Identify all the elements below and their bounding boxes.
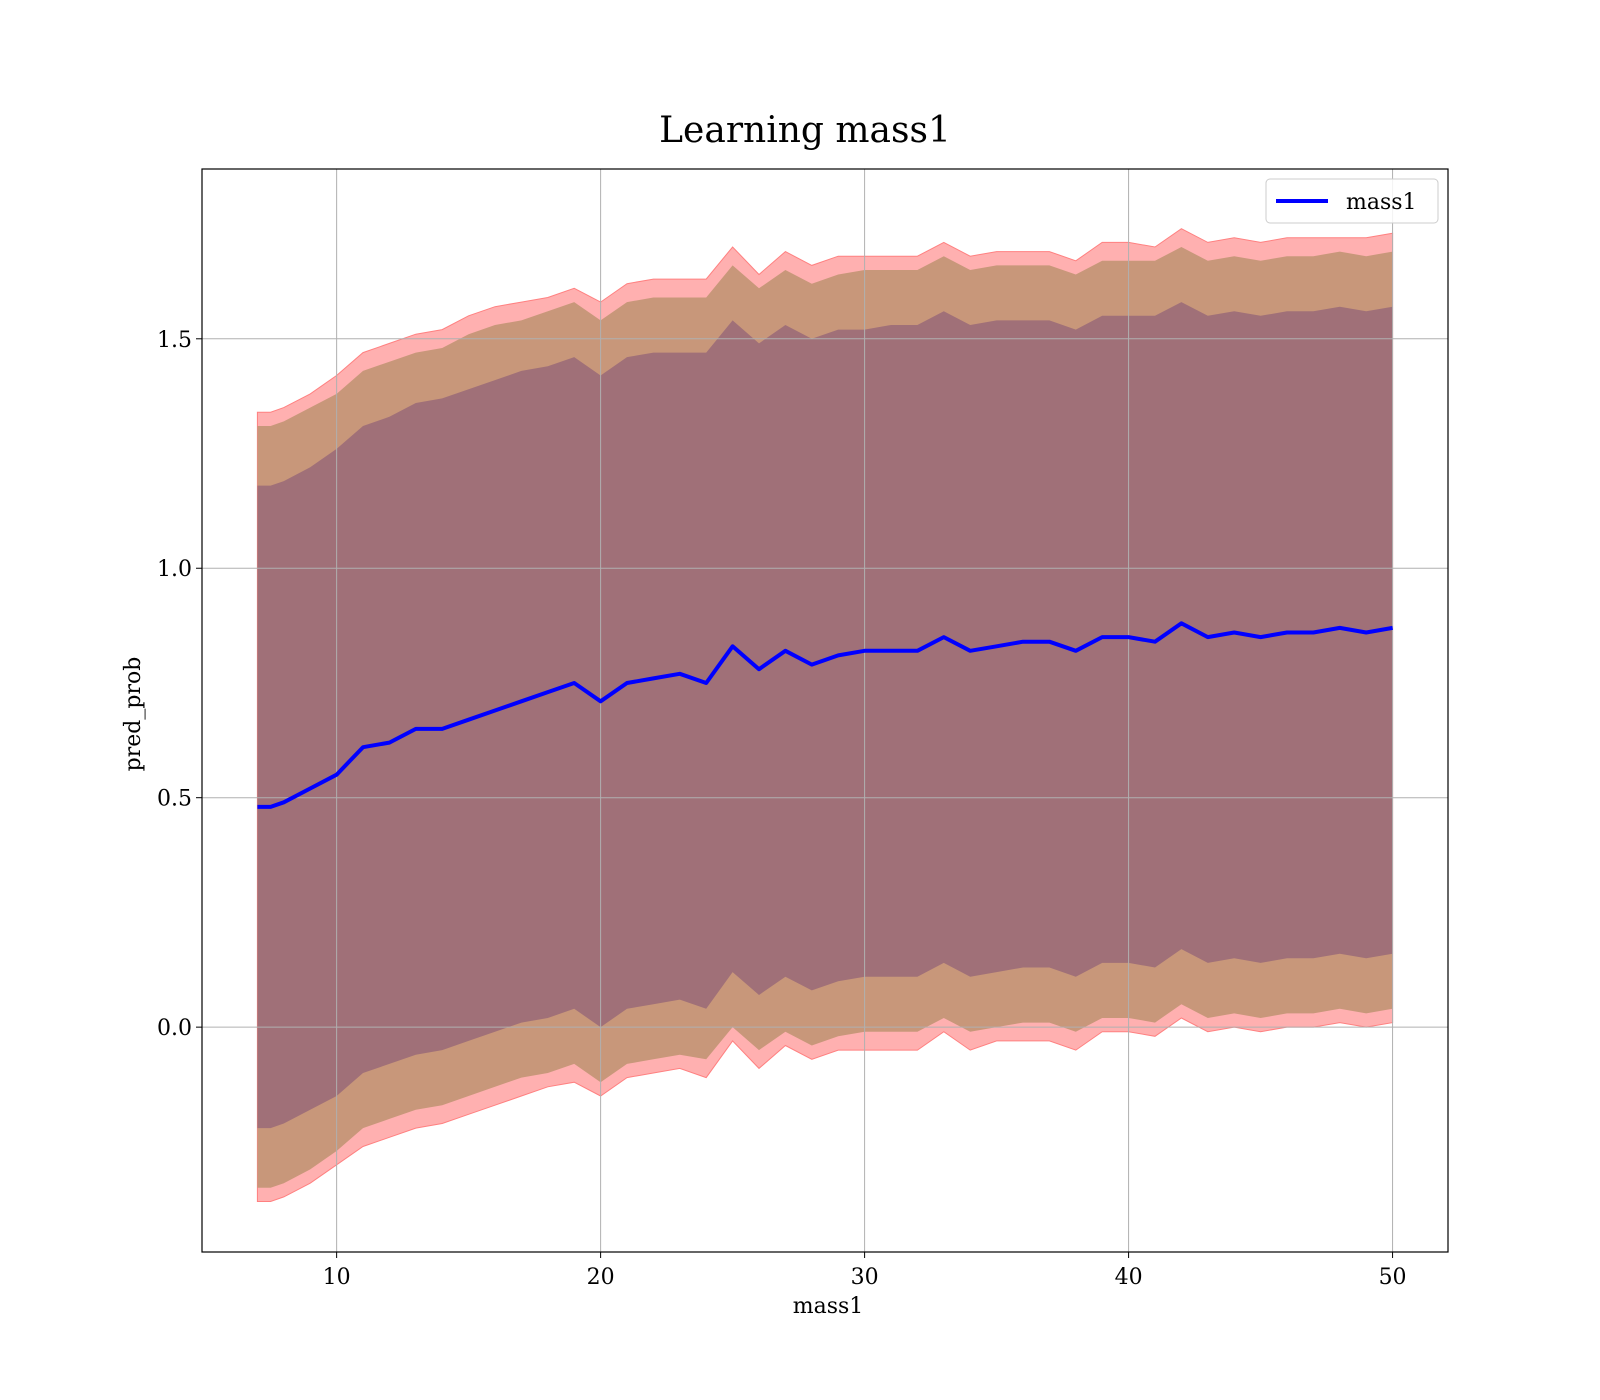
plot-frame	[201, 168, 1449, 1253]
x-tick-label: 50	[1379, 1265, 1407, 1290]
x-tick-label: 20	[587, 1265, 615, 1290]
x-axis-label: mass1	[793, 1294, 864, 1319]
x-tick-label: 30	[851, 1265, 879, 1290]
chart-title: Learning mass1	[659, 110, 951, 151]
x-tick-label: 40	[1115, 1265, 1143, 1290]
y-tick-label: 0.5	[157, 787, 192, 812]
series-line-mass1	[257, 621, 1393, 809]
y-tick-label: 1.0	[157, 557, 192, 582]
band-inner	[257, 302, 1393, 1129]
legend-label: mass1	[1346, 190, 1417, 215]
x-tick-label: 10	[323, 1265, 351, 1290]
y-tick-label: 0.0	[157, 1016, 192, 1041]
legend-box	[1265, 178, 1439, 224]
plot-area: 10 20 30 40 50 0.0 0.5 1.0 1.5 mass1	[157, 168, 1449, 1290]
y-axis-label: pred_prob	[121, 657, 146, 772]
y-tick-label: 1.5	[157, 328, 192, 353]
